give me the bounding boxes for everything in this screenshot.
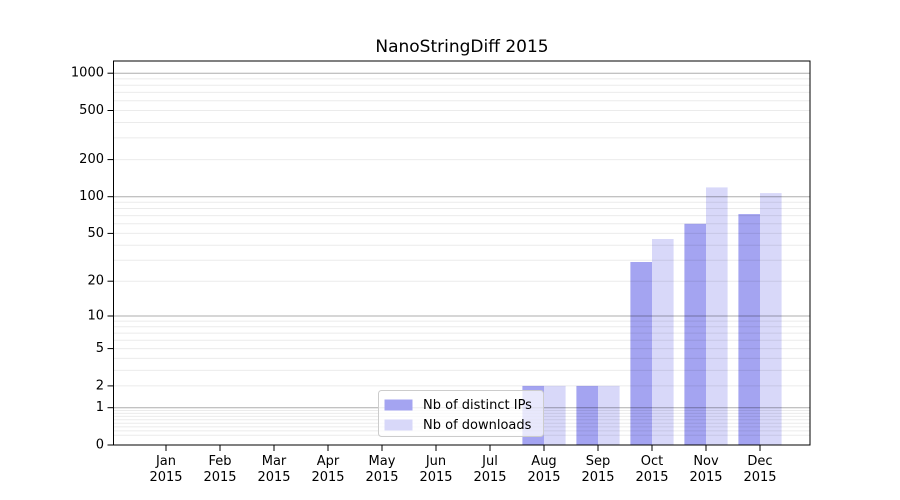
x-tick-label-month: Jun (425, 454, 446, 469)
legend-label-downloads: Nb of downloads (423, 418, 532, 433)
x-tick-label-month: Apr (317, 454, 340, 469)
bar-nov-downloads (706, 187, 728, 445)
legend-label-distinct-ips: Nb of distinct IPs (423, 398, 532, 413)
x-tick-label-month: Feb (208, 454, 231, 469)
legend-swatch-downloads-icon (384, 419, 413, 431)
y-tick-label: 1000 (71, 66, 104, 81)
x-tick-label-year: 2015 (473, 470, 506, 485)
legend-box (378, 390, 544, 437)
x-tick-label-year: 2015 (689, 470, 722, 485)
bar-aug-downloads (544, 385, 566, 445)
x-tick-label-year: 2015 (257, 470, 290, 485)
y-tick-label: 200 (79, 152, 104, 167)
bar-dec-distinct-ips (738, 214, 760, 445)
x-tick-label-year: 2015 (581, 470, 614, 485)
y-tick-label: 5 (96, 341, 104, 356)
x-tick-label-month: Dec (747, 454, 772, 469)
chart-title: NanoStringDiff 2015 (375, 37, 548, 57)
x-tick-label-month: Mar (262, 454, 287, 469)
y-tick-label: 2 (96, 378, 104, 393)
x-tick-label-year: 2015 (203, 470, 236, 485)
x-tick-label-year: 2015 (365, 470, 398, 485)
y-tick-label: 0 (96, 438, 104, 453)
bars-layer (522, 187, 782, 445)
x-tick-label-month: Oct (641, 454, 663, 469)
x-tick-label-month: May (369, 454, 396, 469)
x-tick-label-year: 2015 (635, 470, 668, 485)
y-tick-label: 500 (79, 103, 104, 118)
x-tick-label-month: Nov (693, 454, 719, 469)
bar-oct-distinct-ips (630, 262, 652, 445)
x-tick-label-year: 2015 (419, 470, 452, 485)
legend: Nb of distinct IPs Nb of downloads (378, 390, 544, 437)
x-tick-label-month: Jul (481, 454, 498, 469)
x-tick-label-year: 2015 (149, 470, 182, 485)
bar-sep-downloads (598, 385, 620, 445)
y-tick-label: 100 (79, 189, 104, 204)
plot-border (113, 60, 811, 446)
x-tick-label-year: 2015 (527, 470, 560, 485)
legend-swatch-distinct-ips-icon (384, 399, 413, 411)
bar-sep-distinct-ips (576, 385, 598, 445)
ticks-layer (107, 72, 761, 451)
y-tick-label: 10 (87, 309, 104, 324)
bar-dec-downloads (760, 193, 782, 445)
grid-layer (113, 72, 810, 436)
tick-labels-layer: 01251020501002005001000Jan2015Feb2015Mar… (71, 66, 777, 485)
bar-oct-downloads (652, 239, 674, 445)
y-tick-label: 20 (87, 274, 104, 289)
bar-nov-distinct-ips (684, 223, 706, 445)
y-tick-label: 50 (87, 226, 104, 241)
x-tick-label-month: Jan (155, 454, 176, 469)
x-tick-label-month: Aug (531, 454, 556, 469)
x-tick-label-year: 2015 (743, 470, 776, 485)
x-tick-label-month: Sep (586, 454, 611, 469)
x-tick-label-year: 2015 (311, 470, 344, 485)
y-tick-label: 1 (96, 400, 104, 415)
